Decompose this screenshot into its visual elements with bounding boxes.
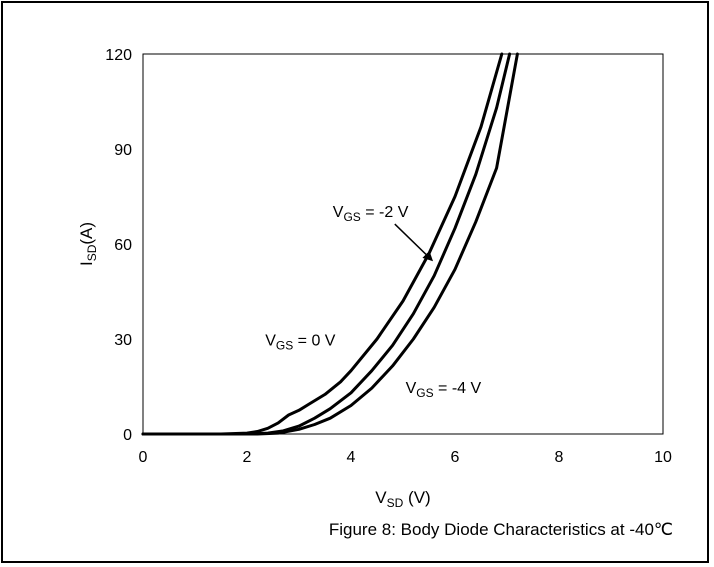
y-tick-label: 60 xyxy=(114,237,132,254)
y-axis-title: ISD(A) xyxy=(77,222,99,266)
annotations-group: VGS = 0 V VGS = -2 V VGS = -4 V xyxy=(265,204,481,400)
annotation-label-1: VGS = 0 V xyxy=(265,332,336,352)
y-tick-label: 0 xyxy=(123,427,132,444)
x-tick-label: 8 xyxy=(555,449,564,466)
series-line-1 xyxy=(141,52,504,436)
y-tick-label: 30 xyxy=(114,332,132,349)
x-axis-title: VSD (V) xyxy=(375,488,430,510)
series-group xyxy=(141,52,519,436)
annotation-arrow xyxy=(394,223,434,262)
x-tick-label: 10 xyxy=(654,449,672,466)
annotation-label-3: VGS = -4 V xyxy=(406,380,482,400)
x-axis-ticks: 0 2 4 6 8 10 xyxy=(139,449,672,466)
x-tick-label: 4 xyxy=(347,449,356,466)
series-line-2 xyxy=(141,52,512,436)
y-axis-ticks: 0 30 60 90 120 xyxy=(105,47,132,444)
x-tick-label: 0 xyxy=(139,449,148,466)
y-tick-label: 120 xyxy=(105,47,132,64)
series-line-3 xyxy=(141,52,519,436)
x-tick-label: 6 xyxy=(451,449,460,466)
plot-area xyxy=(142,53,664,435)
x-tick-label: 2 xyxy=(243,449,252,466)
figure-caption: Figure 8: Body Diode Characteristics at … xyxy=(329,520,673,539)
y-tick-label: 90 xyxy=(114,142,132,159)
annotation-label-2: VGS = -2 V xyxy=(333,204,409,224)
